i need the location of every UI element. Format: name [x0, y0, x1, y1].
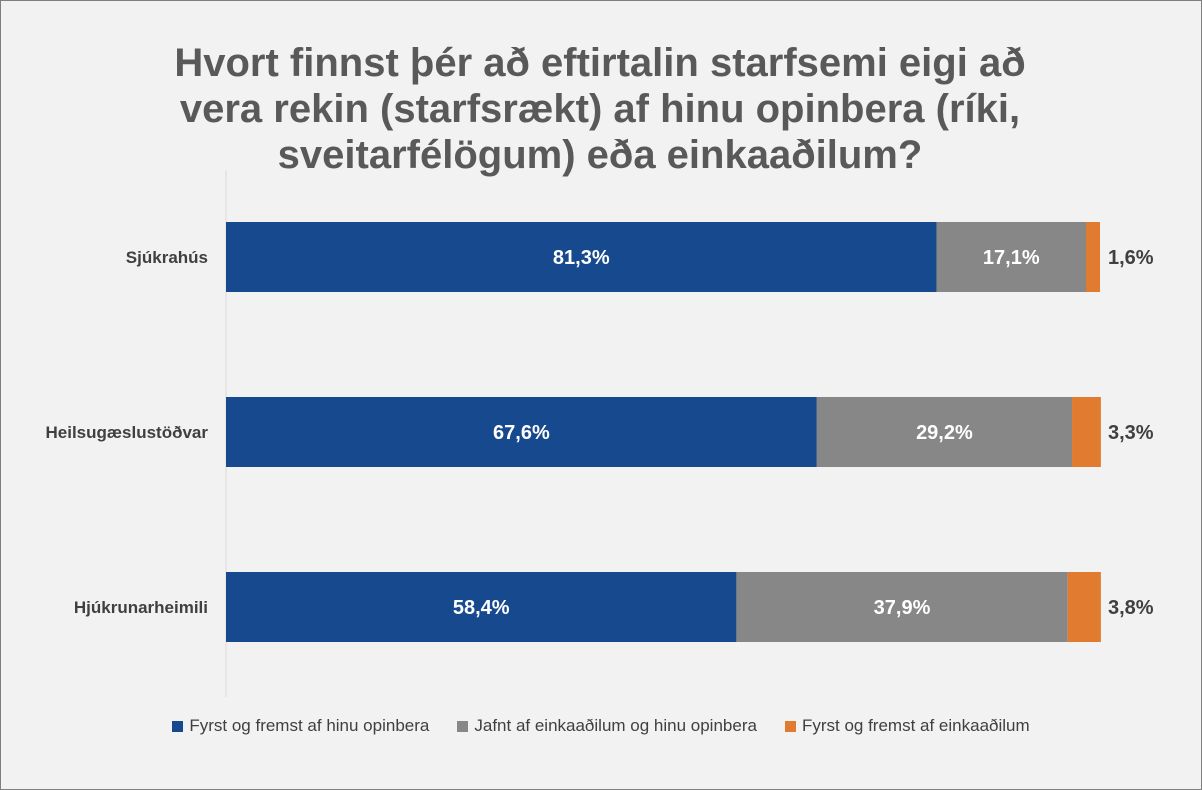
- bar-segment: [226, 222, 937, 292]
- bar-segment: [226, 572, 737, 642]
- bar-segment: [816, 397, 1073, 467]
- legend-swatch: [784, 720, 796, 732]
- data-label: 37,9%: [874, 597, 931, 619]
- bars-group: Sjúkrahús 81,3% 17,1% 1,6% Heilsugæslustöðva…: [46, 222, 1154, 642]
- category-label: Heilsugæslustöðvar: [46, 423, 209, 442]
- data-label: 3,8%: [1108, 597, 1154, 619]
- bar-segment: [1072, 397, 1101, 467]
- bar-segment: [226, 397, 817, 467]
- data-label: 3,3%: [1108, 422, 1154, 444]
- data-label: 29,2%: [916, 422, 973, 444]
- chart-title-line: sveitarfélögum) eða einkaaðilum?: [277, 133, 923, 177]
- legend-item: Fyrst og fremst af hinu opinbera: [172, 716, 429, 736]
- legend-label: Fyrst og fremst af einkaaðilum: [801, 716, 1030, 735]
- data-label: 17,1%: [983, 247, 1040, 269]
- bar-segment: [1086, 222, 1100, 292]
- bar-segment: [936, 222, 1087, 292]
- chart-title-line: Hvort finnst þér að eftirtalin starfsemi…: [174, 41, 1026, 85]
- data-label: 67,6%: [493, 422, 550, 444]
- legend: Fyrst og fremst af hinu opinbera Jafnt a…: [0, 716, 1202, 736]
- legend-label: Fyrst og fremst af hinu opinbera: [189, 716, 430, 735]
- legend-swatch: [172, 720, 184, 732]
- bar-segment: [736, 572, 1068, 642]
- legend-item: Jafnt af einkaaðilum og hinu opinbera: [457, 716, 757, 736]
- category-label: Sjúkrahús: [126, 248, 208, 267]
- legend-item: Fyrst og fremst af einkaaðilum: [784, 716, 1030, 736]
- chart-title-line: vera rekin (starfsrækt) af hinu opinbera…: [179, 87, 1021, 131]
- legend-label: Jafnt af einkaaðilum og hinu opinbera: [474, 716, 757, 735]
- bar-segment: [1067, 572, 1101, 642]
- data-label: 81,3%: [553, 247, 610, 269]
- data-label: 1,6%: [1108, 247, 1154, 269]
- data-label: 58,4%: [453, 597, 510, 619]
- legend-swatch: [457, 720, 469, 732]
- category-label: Hjúkrunarheimili: [74, 598, 208, 617]
- chart-title: Hvort finnst þér að eftirtalin starfsemi…: [100, 40, 1100, 178]
